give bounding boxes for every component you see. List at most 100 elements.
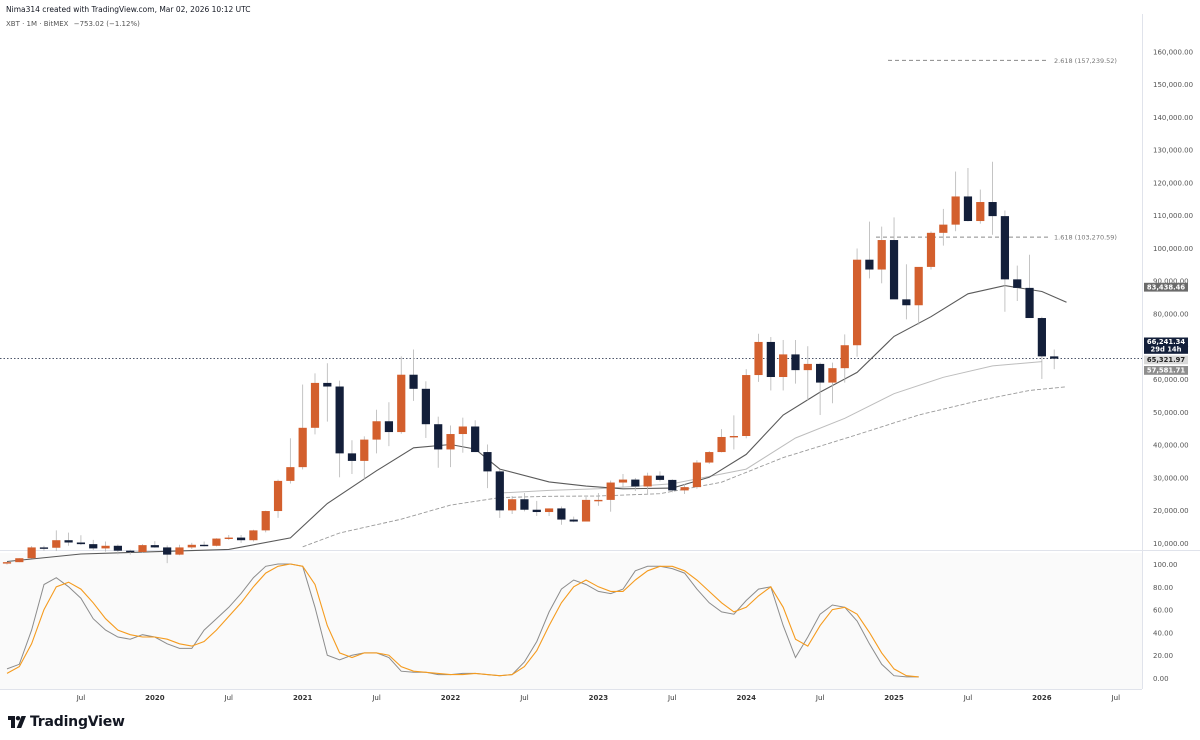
candle[interactable] <box>323 363 332 422</box>
candle[interactable] <box>803 346 812 401</box>
candle[interactable] <box>532 500 541 516</box>
candle[interactable] <box>126 549 135 555</box>
candle[interactable] <box>668 479 677 493</box>
candle[interactable] <box>643 472 652 495</box>
candle[interactable] <box>1000 210 1010 312</box>
candle[interactable] <box>421 381 430 438</box>
candle[interactable] <box>754 333 763 382</box>
tradingview-logo[interactable]: TradingView <box>8 714 125 730</box>
candle[interactable] <box>249 529 258 542</box>
candle[interactable] <box>766 337 775 391</box>
candle[interactable] <box>286 438 295 484</box>
candle-body <box>483 452 492 472</box>
candle[interactable] <box>852 248 862 357</box>
candle[interactable] <box>705 451 714 464</box>
candle[interactable] <box>631 477 640 492</box>
candle[interactable] <box>236 534 246 543</box>
candle[interactable] <box>347 440 357 475</box>
ma-fast-line[interactable] <box>6 285 1067 563</box>
candle[interactable] <box>150 541 159 548</box>
candle[interactable] <box>397 356 406 434</box>
candle[interactable] <box>581 496 591 522</box>
candle[interactable] <box>310 373 320 435</box>
candle[interactable] <box>606 480 615 512</box>
candle[interactable] <box>988 161 997 235</box>
stoch-k-line[interactable] <box>6 563 919 678</box>
candle[interactable] <box>2 562 12 565</box>
candle[interactable] <box>939 208 948 246</box>
oscillator-pane[interactable] <box>0 553 1142 689</box>
main-pane[interactable] <box>0 14 1142 549</box>
candle[interactable] <box>877 226 886 284</box>
candle[interactable] <box>779 339 788 391</box>
candle[interactable] <box>372 409 381 454</box>
candle[interactable] <box>273 479 283 518</box>
candle[interactable] <box>495 469 504 518</box>
candle[interactable] <box>39 545 49 551</box>
candle[interactable] <box>483 444 492 489</box>
candle[interactable] <box>76 535 86 546</box>
candle[interactable] <box>64 532 73 546</box>
candle[interactable] <box>52 530 61 552</box>
candle[interactable] <box>101 541 110 552</box>
candle[interactable] <box>261 510 270 533</box>
candle[interactable] <box>742 369 751 439</box>
candle[interactable] <box>951 171 960 232</box>
candle[interactable] <box>729 415 738 450</box>
candle[interactable] <box>902 264 911 320</box>
candle[interactable] <box>113 544 122 555</box>
candle[interactable] <box>816 362 825 416</box>
candle[interactable] <box>446 425 455 468</box>
candle[interactable] <box>692 460 702 489</box>
candle[interactable] <box>828 362 837 404</box>
candle[interactable] <box>1013 265 1022 301</box>
candle[interactable] <box>594 493 603 506</box>
candle[interactable] <box>187 542 196 550</box>
symbol-legend[interactable]: XBT · 1M · BitMEX −753.02 (−1.12%) <box>6 20 140 28</box>
candle[interactable] <box>175 544 184 556</box>
candle[interactable] <box>655 471 665 482</box>
candle[interactable] <box>138 544 147 553</box>
candle[interactable] <box>458 417 467 453</box>
candle[interactable] <box>557 506 566 525</box>
ma-mid-line[interactable] <box>499 361 1042 494</box>
candle[interactable] <box>224 534 233 540</box>
candle[interactable] <box>865 221 874 279</box>
candle[interactable] <box>1037 316 1046 379</box>
candle[interactable] <box>212 538 221 547</box>
candle[interactable] <box>163 545 172 564</box>
candle[interactable] <box>791 339 800 384</box>
candle[interactable] <box>914 266 923 325</box>
candle[interactable] <box>963 167 973 222</box>
candle[interactable] <box>926 231 936 270</box>
candle[interactable] <box>840 334 849 383</box>
candle[interactable] <box>976 189 985 224</box>
candle[interactable] <box>200 541 209 547</box>
candle[interactable] <box>27 546 36 559</box>
candle[interactable] <box>1025 254 1034 319</box>
candle[interactable] <box>889 217 899 300</box>
candle[interactable] <box>520 493 529 512</box>
stoch-d-line[interactable] <box>6 563 919 678</box>
candle[interactable] <box>89 539 98 551</box>
candle[interactable] <box>298 384 307 470</box>
candle[interactable] <box>618 474 628 488</box>
candle[interactable] <box>360 436 369 480</box>
price-tick-label: 110,000.00 <box>1153 212 1193 220</box>
candle[interactable] <box>434 416 443 468</box>
ma-slow-line[interactable] <box>302 386 1067 548</box>
candle[interactable] <box>471 420 480 453</box>
candle-body <box>1025 287 1034 319</box>
candle[interactable] <box>1050 349 1059 370</box>
candle[interactable] <box>508 495 517 514</box>
candle[interactable] <box>569 516 578 523</box>
candle[interactable] <box>335 380 344 478</box>
candle[interactable] <box>544 508 554 516</box>
candle[interactable] <box>384 402 394 447</box>
time-tick-label: Jul <box>667 694 677 702</box>
candle[interactable] <box>717 429 726 453</box>
candle[interactable] <box>409 349 418 401</box>
candle[interactable] <box>680 483 689 495</box>
candle[interactable] <box>15 558 24 563</box>
